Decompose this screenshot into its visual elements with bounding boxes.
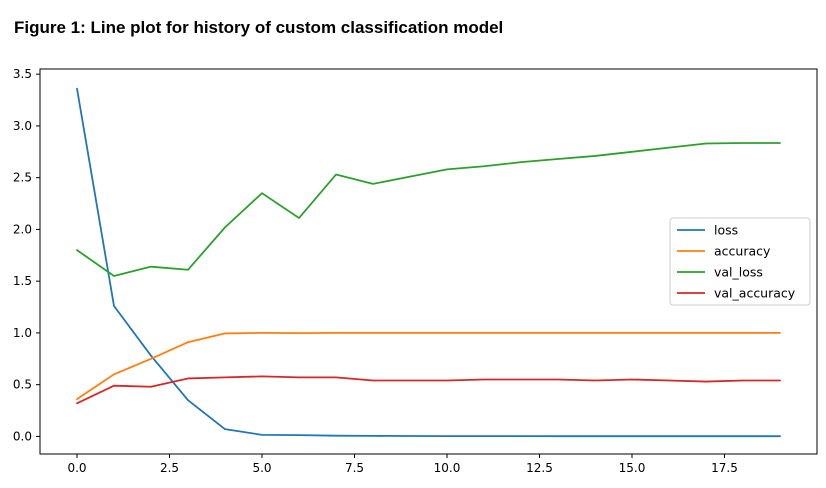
ticks-layer: 0.0 2.5 5.0 7.5 10.0 12.5 15.0 17.5 0.0 0.5 1.0 1.5… <box>13 67 738 475</box>
legend-label-val-loss: val_loss <box>714 265 763 280</box>
x-tick-label: 17.5 <box>711 461 738 475</box>
legend-label-val-accuracy: val_accuracy <box>714 286 796 301</box>
y-tick-label: 1.5 <box>13 274 32 288</box>
legend-label-loss: loss <box>714 223 738 238</box>
y-tick-label: 1.0 <box>13 326 32 340</box>
x-tick-label: 5.0 <box>252 461 271 475</box>
series-line-val-loss <box>76 142 781 277</box>
y-tick-label: 0.5 <box>13 378 32 392</box>
y-tick-label: 2.5 <box>13 171 32 185</box>
x-tick-label: 0.0 <box>67 461 86 475</box>
x-tick-label: 2.5 <box>160 461 179 475</box>
series-line-val-accuracy <box>76 375 781 405</box>
x-tick-label: 10.0 <box>434 461 461 475</box>
y-tick-label: 3.5 <box>13 67 32 81</box>
series-lines-layer <box>76 87 781 438</box>
y-tick-label: 0.0 <box>13 429 32 443</box>
plot-frame <box>39 68 818 455</box>
figure-caption: Figure 1: Line plot for history of custo… <box>14 18 504 37</box>
y-tick-label: 3.0 <box>13 119 32 133</box>
legend-label-accuracy: accuracy <box>714 244 771 259</box>
legend-box <box>669 217 811 306</box>
legend: loss accuracy val_loss val_accuracy <box>669 217 811 306</box>
x-tick-label: 12.5 <box>526 461 553 475</box>
series-line-loss <box>76 87 781 438</box>
x-tick-label: 7.5 <box>345 461 364 475</box>
series-line-accuracy <box>76 332 781 401</box>
x-tick-label: 15.0 <box>619 461 646 475</box>
y-tick-label: 2.0 <box>13 222 32 236</box>
